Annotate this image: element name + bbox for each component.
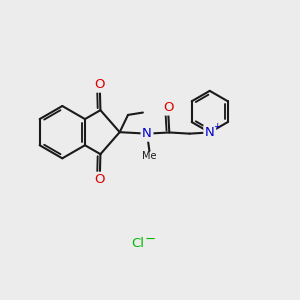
Text: +: +: [213, 122, 220, 131]
Text: Cl: Cl: [132, 237, 145, 250]
Text: O: O: [163, 101, 173, 114]
Text: N: N: [142, 127, 152, 140]
Text: O: O: [94, 78, 105, 91]
Text: N: N: [205, 126, 214, 139]
Text: −: −: [144, 233, 156, 246]
Text: Me: Me: [142, 151, 157, 161]
Text: O: O: [94, 173, 105, 186]
